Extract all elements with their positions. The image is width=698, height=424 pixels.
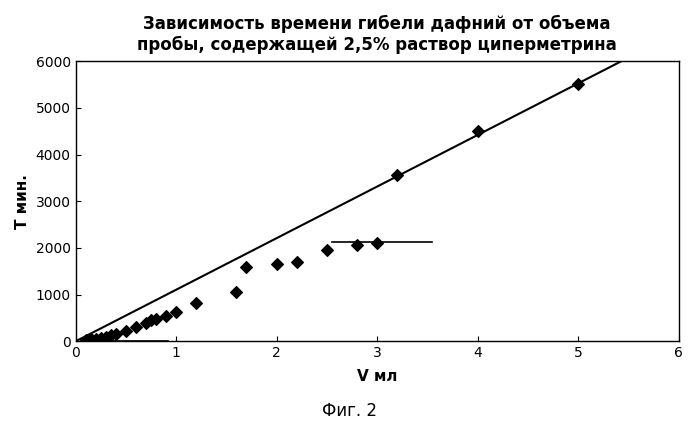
Point	[351, 242, 362, 248]
Point	[161, 312, 172, 319]
Point	[241, 264, 252, 271]
Point	[95, 334, 106, 341]
Point	[321, 246, 332, 253]
Point	[100, 333, 111, 340]
Point	[90, 335, 101, 342]
Point	[231, 288, 242, 295]
Point	[150, 315, 161, 322]
Point	[371, 240, 383, 247]
Point	[271, 260, 282, 267]
Y-axis label: Т мин.: Т мин.	[15, 174, 30, 229]
Title: Зависимость времени гибели дафний от объема
пробы, содержащей 2,5% раствор ципер: Зависимость времени гибели дафний от объ…	[138, 15, 617, 54]
Point	[85, 336, 96, 343]
Text: Фиг. 2: Фиг. 2	[322, 402, 376, 420]
Point	[80, 337, 91, 344]
Point	[120, 328, 131, 335]
Point	[170, 309, 181, 316]
Point	[110, 330, 121, 337]
Point	[131, 324, 142, 331]
Point	[140, 319, 151, 326]
X-axis label: V мл: V мл	[357, 368, 397, 384]
Point	[392, 171, 403, 178]
Point	[191, 300, 202, 307]
Point	[572, 80, 584, 87]
Point	[145, 317, 156, 324]
Point	[105, 332, 117, 339]
Point	[472, 128, 483, 135]
Point	[291, 259, 302, 265]
